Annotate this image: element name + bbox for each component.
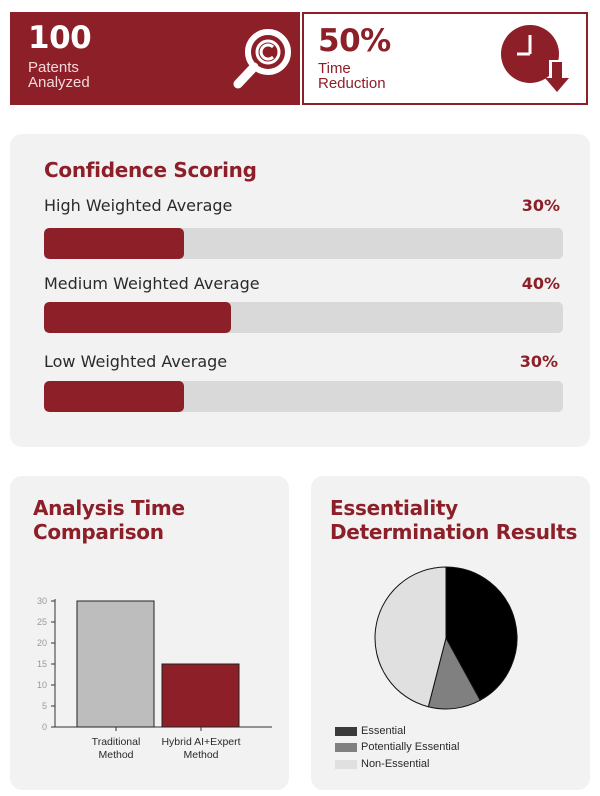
time-label-line2: Reduction bbox=[318, 75, 386, 92]
analysis-time-panel: Analysis Time Comparison 0 5 10 15 20 25 30 Tra… bbox=[10, 476, 289, 790]
time-reduction-label: Time Reduction bbox=[318, 61, 386, 91]
clock-down-arrow-icon bbox=[501, 25, 569, 92]
analysis-time-title-line2: Comparison bbox=[33, 520, 164, 544]
legend-label: Potentially Essential bbox=[361, 741, 460, 753]
y-tick-label: 10 bbox=[37, 680, 47, 690]
patents-analyzed-card: 100 Patents Analyzed bbox=[10, 12, 300, 105]
y-tick-label: 5 bbox=[42, 701, 47, 711]
essentiality-title-line2: Determination Results bbox=[330, 520, 578, 544]
y-tick-label: 0 bbox=[42, 722, 47, 732]
patents-count: 100 bbox=[28, 20, 92, 56]
analysis-time-title-line1: Analysis Time bbox=[33, 496, 185, 520]
y-tick-label: 25 bbox=[37, 617, 47, 627]
essentiality-title: Essentiality Determination Results bbox=[330, 496, 577, 544]
y-tick-label: 15 bbox=[37, 659, 47, 669]
x-tick-label: Traditional bbox=[92, 736, 141, 748]
x-tick-label: Method bbox=[183, 749, 218, 761]
magnifier-copyright-icon bbox=[233, 29, 291, 89]
patents-label: Patents Analyzed bbox=[28, 60, 90, 90]
confidence-row-label: Low Weighted Average bbox=[44, 352, 228, 371]
legend-swatch bbox=[335, 727, 357, 736]
time-reduction-value: 50% bbox=[318, 23, 391, 59]
legend-swatch bbox=[335, 743, 357, 752]
progress-track bbox=[44, 228, 563, 259]
y-tick-label: 30 bbox=[37, 596, 47, 606]
patents-label-line1: Patents bbox=[28, 59, 79, 76]
y-tick-label: 20 bbox=[37, 638, 47, 648]
confidence-row-label: High Weighted Average bbox=[44, 196, 233, 215]
time-reduction-card: 50% Time Reduction bbox=[302, 12, 588, 105]
legend-label: Essential bbox=[361, 725, 406, 737]
confidence-row-label: Medium Weighted Average bbox=[44, 274, 260, 293]
analysis-time-title: Analysis Time Comparison bbox=[33, 496, 185, 544]
x-tick-label: Method bbox=[98, 749, 133, 761]
time-label-line1: Time bbox=[318, 60, 351, 77]
legend-label: Non-Essential bbox=[361, 758, 430, 770]
pie-slice-essential bbox=[445, 566, 518, 701]
patents-label-line2: Analyzed bbox=[28, 74, 90, 91]
confidence-row-percent: 40% bbox=[521, 274, 560, 293]
confidence-row-percent: 30% bbox=[519, 352, 558, 371]
confidence-row-percent: 30% bbox=[521, 196, 560, 215]
progress-fill bbox=[44, 302, 231, 333]
bar bbox=[76, 600, 155, 728]
progress-track bbox=[44, 381, 563, 412]
progress-fill bbox=[44, 228, 185, 259]
bar bbox=[161, 663, 240, 728]
progress-track bbox=[44, 302, 563, 333]
essentiality-title-line1: Essentiality bbox=[330, 496, 458, 520]
progress-fill bbox=[44, 381, 185, 412]
x-tick-label: Hybrid AI+Expert bbox=[161, 736, 240, 748]
legend-swatch bbox=[335, 760, 357, 769]
confidence-title: Confidence Scoring bbox=[44, 158, 257, 182]
confidence-panel: Confidence Scoring High Weighted Average… bbox=[10, 134, 590, 447]
essentiality-panel: Essentiality Determination Results Essen… bbox=[311, 476, 590, 790]
essentiality-pie-chart bbox=[374, 566, 518, 710]
pie-slice-non-essential bbox=[374, 566, 447, 708]
